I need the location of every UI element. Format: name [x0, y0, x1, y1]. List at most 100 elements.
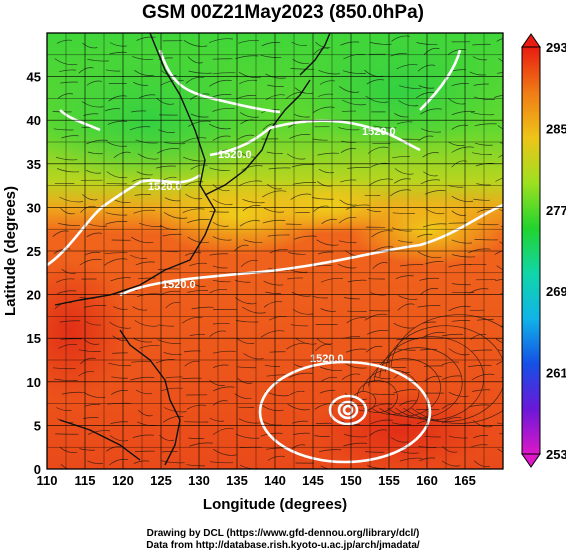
- streamline: [494, 250, 503, 255]
- streamline: [502, 112, 503, 114]
- x-tick-label: 115: [75, 473, 96, 488]
- streamline: [393, 389, 417, 394]
- streamline: [82, 42, 98, 49]
- x-tick-label: 135: [226, 473, 248, 488]
- streamline: [269, 248, 288, 254]
- streamline: [469, 309, 485, 312]
- streamline: [470, 349, 493, 352]
- streamline: [209, 253, 228, 256]
- streamline: [287, 277, 303, 280]
- streamline: [132, 434, 155, 439]
- streamline: [396, 338, 419, 341]
- streamline: [343, 442, 368, 447]
- streamline: [339, 199, 357, 206]
- streamline: [420, 108, 443, 115]
- streamline: [136, 293, 160, 298]
- streamline: [264, 207, 285, 213]
- streamline: [189, 262, 207, 267]
- streamline: [161, 451, 178, 453]
- streamline: [471, 373, 495, 381]
- streamline: [132, 306, 148, 311]
- streamline: [79, 448, 95, 451]
- streamline: [158, 324, 174, 327]
- streamline: [57, 290, 77, 294]
- streamline: [312, 138, 328, 141]
- streamline: [265, 73, 286, 79]
- colorbar-label: 285: [546, 121, 566, 136]
- streamline: [399, 457, 423, 462]
- colorbar: 293 285 277 269 261 253: [521, 33, 566, 468]
- streamline: [418, 85, 435, 89]
- streamline: [238, 180, 263, 187]
- streamline: [134, 320, 158, 327]
- streamline: [104, 108, 121, 112]
- streamline: [131, 361, 151, 363]
- streamline: [424, 375, 442, 382]
- streamline: [212, 400, 228, 406]
- streamline: [81, 101, 104, 108]
- streamline: [189, 279, 206, 287]
- streamline: [318, 168, 335, 174]
- x-tick-label: 155: [378, 473, 400, 488]
- streamline: [289, 269, 308, 273]
- streamline: [209, 79, 232, 87]
- streamline: [164, 197, 181, 202]
- streamline: [419, 277, 440, 281]
- streamline: [451, 283, 472, 286]
- y-tick-label: 20: [27, 288, 41, 303]
- streamline: [163, 212, 188, 219]
- streamline: [209, 417, 224, 422]
- streamline: [418, 135, 434, 142]
- streamline: [293, 235, 317, 240]
- streamline: [391, 422, 412, 425]
- streamline: [111, 376, 128, 379]
- streamline: [266, 183, 282, 190]
- streamline: [58, 343, 78, 349]
- streamline: [240, 112, 259, 118]
- streamline: [346, 317, 367, 324]
- streamline: [448, 141, 465, 147]
- streamline: [367, 465, 386, 469]
- streamline: [473, 435, 489, 439]
- streamline: [291, 164, 315, 168]
- streamline: [319, 80, 335, 85]
- streamline: [504, 389, 524, 394]
- streamline: [60, 338, 82, 340]
- streamline: [109, 321, 132, 329]
- streamline: [497, 72, 503, 74]
- streamline: [61, 135, 79, 139]
- streamline: [469, 288, 489, 294]
- streamline: [292, 182, 317, 185]
- streamline: [321, 218, 337, 224]
- streamline: [260, 54, 282, 58]
- map-title: GSM 00Z21May2023 (850.0hPa): [142, 2, 424, 23]
- streamline: [338, 216, 357, 224]
- streamline: [392, 212, 415, 214]
- streamline: [131, 236, 154, 244]
- y-tick-label: 15: [27, 331, 41, 346]
- streamline: [422, 223, 447, 228]
- streamline: [351, 391, 377, 412]
- streamline: [318, 69, 341, 75]
- streamline: [263, 280, 284, 286]
- streamline: [262, 420, 282, 426]
- streamline: [186, 464, 206, 467]
- streamline: [86, 139, 108, 145]
- streamline: [451, 124, 469, 130]
- x-tick-label: 130: [188, 473, 210, 488]
- streamline: [495, 177, 503, 182]
- streamline: [260, 404, 284, 412]
- streamline: [292, 309, 314, 315]
- streamline: [209, 380, 225, 386]
- streamline: [212, 135, 231, 141]
- streamline: [262, 123, 278, 131]
- colorbar-max-arrow: [521, 33, 541, 48]
- streamline: [134, 70, 154, 76]
- streamline: [496, 38, 503, 42]
- streamline: [209, 211, 229, 213]
- streamline: [265, 291, 281, 294]
- streamline: [473, 198, 490, 201]
- streamline: [237, 366, 257, 369]
- contour-label: 1520.0: [362, 126, 396, 138]
